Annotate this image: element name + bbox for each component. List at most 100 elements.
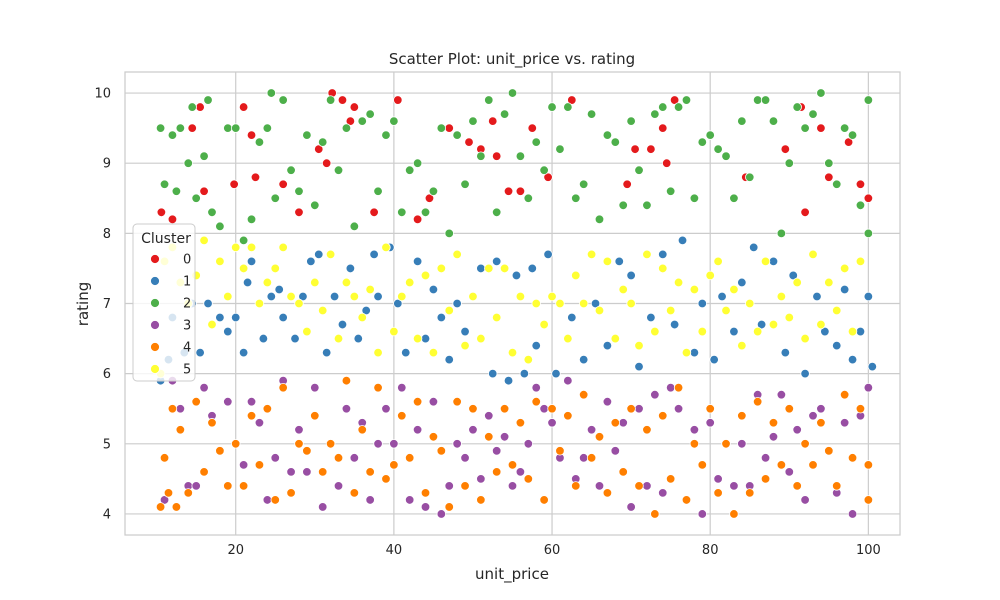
data-point-cluster-5 [207, 319, 217, 330]
data-point-cluster-0 [250, 172, 261, 182]
data-point-cluster-1 [519, 368, 530, 379]
data-point-cluster-2 [191, 193, 201, 203]
y-tick-label: 6 [103, 367, 111, 382]
data-point-cluster-0 [780, 144, 791, 154]
data-point-cluster-1 [491, 256, 502, 267]
data-point-cluster-2 [199, 151, 209, 161]
data-point-cluster-4 [333, 453, 344, 463]
data-point-cluster-5 [824, 277, 834, 288]
data-point-cluster-4 [737, 411, 747, 421]
data-point-cluster-5 [658, 263, 668, 274]
data-point-cluster-3 [175, 404, 186, 414]
data-point-cluster-4 [760, 474, 771, 484]
data-point-cluster-4 [697, 460, 707, 470]
data-point-cluster-0 [646, 144, 656, 154]
data-point-cluster-3 [238, 460, 249, 470]
data-point-cluster-5 [784, 312, 794, 323]
data-point-cluster-4 [286, 488, 296, 498]
data-point-cluster-4 [357, 425, 367, 435]
data-point-cluster-4 [729, 509, 739, 519]
data-point-cluster-5 [539, 319, 549, 330]
data-point-cluster-5 [752, 326, 763, 337]
data-point-cluster-1 [321, 347, 332, 358]
data-point-cluster-1 [203, 298, 213, 309]
data-point-cluster-3 [373, 439, 383, 449]
data-point-cluster-2 [262, 123, 273, 133]
data-point-cluster-5 [547, 291, 557, 302]
data-point-cluster-0 [515, 186, 526, 196]
data-point-cluster-2 [737, 116, 747, 126]
x-tick-label: 60 [544, 543, 561, 558]
data-point-cluster-2 [246, 214, 257, 225]
data-point-cluster-3 [602, 397, 613, 407]
data-point-cluster-1 [717, 291, 727, 302]
data-point-cluster-4 [752, 397, 763, 407]
data-point-cluster-5 [571, 270, 581, 281]
data-point-cluster-5 [563, 333, 573, 344]
data-point-cluster-5 [318, 305, 328, 316]
data-point-cluster-1 [242, 277, 253, 288]
data-point-cluster-0 [349, 102, 360, 112]
data-point-cluster-2 [665, 186, 676, 196]
data-point-cluster-0 [294, 207, 304, 218]
data-point-cluster-0 [658, 123, 668, 133]
data-point-cluster-3 [610, 446, 621, 456]
data-point-cluster-2 [745, 172, 755, 182]
data-point-cluster-1 [847, 354, 858, 365]
data-point-cluster-2 [713, 144, 723, 154]
data-point-cluster-0 [843, 137, 854, 147]
data-point-cluster-3 [404, 495, 415, 505]
data-point-cluster-1 [444, 354, 454, 365]
data-point-cluster-3 [729, 481, 739, 491]
data-point-cluster-5 [650, 326, 660, 337]
data-point-cluster-5 [412, 333, 423, 344]
data-point-cluster-3 [507, 481, 518, 491]
data-point-cluster-4 [586, 453, 597, 463]
data-point-cluster-4 [816, 418, 826, 428]
data-point-cluster-1 [567, 312, 577, 323]
data-point-cluster-2 [832, 179, 842, 189]
data-point-cluster-1 [780, 347, 791, 358]
data-point-cluster-5 [246, 242, 257, 253]
data-point-cluster-0 [238, 102, 249, 112]
data-point-cluster-4 [705, 404, 715, 414]
data-point-cluster-2 [175, 123, 186, 133]
data-point-cluster-4 [270, 495, 280, 505]
data-point-cluster-5 [460, 340, 470, 351]
data-point-cluster-2 [294, 186, 304, 196]
data-point-cluster-4 [578, 389, 589, 400]
data-point-cluster-2 [460, 179, 470, 189]
data-point-cluster-4 [626, 404, 636, 414]
data-point-cluster-3 [491, 446, 502, 456]
data-point-cluster-3 [302, 467, 312, 477]
data-point-cluster-3 [270, 453, 280, 463]
data-point-cluster-5 [618, 284, 628, 295]
data-point-cluster-2 [254, 137, 265, 147]
data-point-cluster-2 [412, 158, 423, 168]
data-point-cluster-5 [357, 312, 367, 323]
data-point-cluster-2 [444, 228, 454, 239]
y-axis-label: rating [74, 282, 92, 326]
data-point-cluster-4 [776, 460, 787, 470]
data-point-cluster-4 [420, 488, 431, 498]
data-point-cluster-4 [555, 446, 565, 456]
data-point-cluster-1 [361, 305, 371, 316]
data-point-cluster-1 [373, 291, 383, 302]
data-point-cluster-1 [231, 312, 241, 323]
data-point-cluster-3 [420, 502, 431, 512]
data-point-cluster-5 [238, 263, 249, 274]
legend-marker-5 [150, 364, 160, 374]
data-point-cluster-1 [223, 326, 233, 337]
data-point-cluster-4 [863, 495, 874, 505]
data-point-cluster-2 [586, 109, 597, 119]
data-point-cluster-5 [270, 263, 280, 274]
data-point-cluster-1 [258, 333, 269, 344]
data-point-cluster-3 [578, 453, 589, 463]
data-point-cluster-3 [294, 425, 304, 435]
data-point-cluster-4 [602, 488, 613, 498]
data-point-cluster-5 [491, 312, 502, 323]
data-point-cluster-1 [337, 319, 348, 330]
data-point-cluster-5 [365, 284, 375, 295]
data-point-cluster-5 [586, 249, 597, 260]
legend-box [132, 223, 196, 382]
